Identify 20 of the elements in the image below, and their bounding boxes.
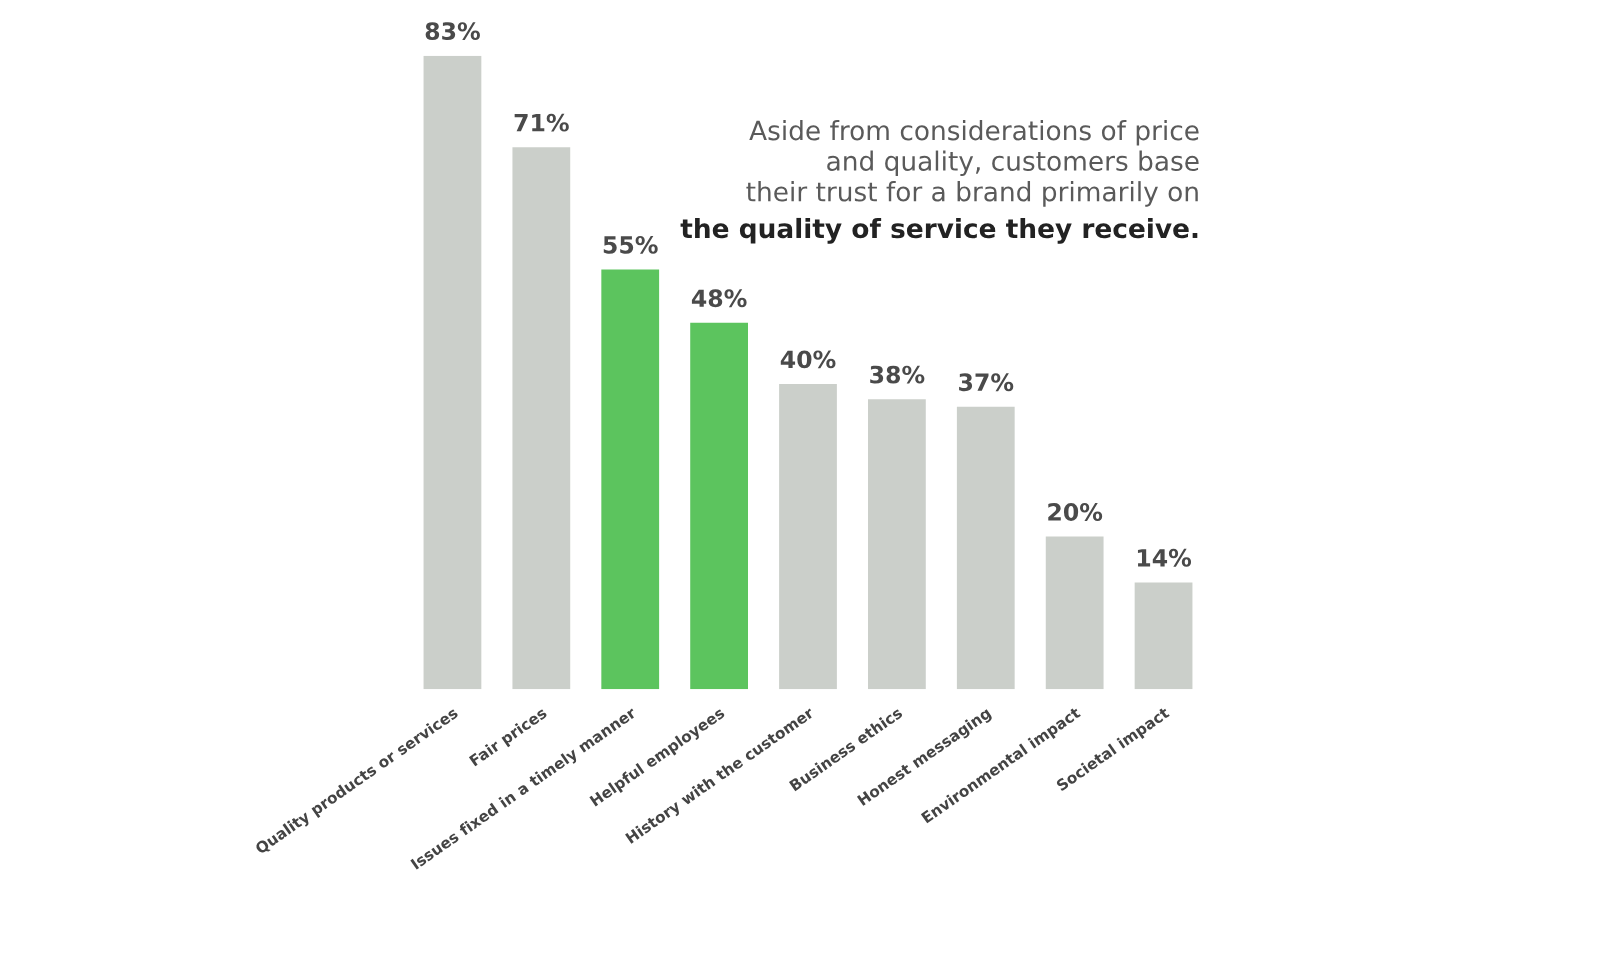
data-label: 14%	[1137, 548, 1192, 567]
bar	[512, 147, 571, 690]
data-label: 38%	[870, 365, 925, 384]
bar	[779, 383, 837, 690]
bar	[868, 399, 926, 690]
data-label: 40%	[780, 350, 836, 369]
data-label: 55%	[603, 235, 658, 254]
annotation: the quality of service they receive.	[680, 217, 1198, 244]
data-label: 71%	[514, 113, 569, 132]
bar	[690, 322, 748, 690]
bar	[956, 406, 1015, 690]
data-label: 20%	[1048, 503, 1103, 521]
bar	[601, 269, 660, 690]
bar	[1045, 536, 1104, 690]
data-label: 83%	[425, 22, 480, 40]
annotation: Aside from considerations of price and quality, customers base their trust for a brand primarily on	[746, 120, 1199, 207]
data-label: 48%	[691, 289, 747, 308]
bar	[1134, 582, 1193, 690]
bar	[423, 55, 482, 690]
data-label: 37%	[959, 373, 1014, 392]
